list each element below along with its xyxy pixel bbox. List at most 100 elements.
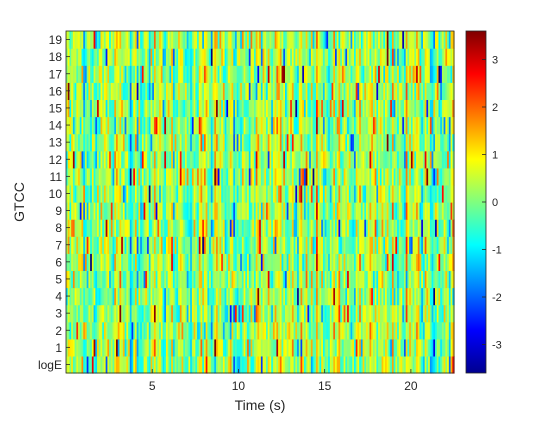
heatmap-cell	[322, 304, 326, 323]
heatmap-cell	[188, 355, 191, 374]
heatmap-cell	[236, 304, 240, 323]
heatmap-cell	[317, 236, 321, 254]
heatmap-cell	[331, 65, 334, 83]
heatmap-cell	[241, 116, 245, 135]
heatmap-cell	[402, 116, 405, 135]
heatmap-cell	[216, 321, 219, 340]
heatmap-cell	[110, 99, 114, 118]
heatmap-cell	[76, 31, 79, 49]
heatmap-cell	[159, 287, 162, 306]
heatmap-cell	[409, 355, 412, 374]
heatmap-cell	[183, 99, 186, 118]
heatmap-cell	[103, 133, 107, 152]
heatmap-cell	[407, 65, 410, 83]
heatmap-cell	[209, 236, 212, 254]
heatmap-cell	[403, 184, 407, 203]
heatmap-cell	[333, 48, 336, 66]
heatmap-cell	[86, 236, 90, 254]
heatmap-cell	[364, 167, 367, 186]
heatmap-cell	[219, 287, 222, 306]
heatmap-cell	[88, 321, 91, 340]
heatmap-cell	[433, 31, 436, 49]
heatmap-cell	[288, 321, 291, 340]
heatmap-cell	[84, 202, 88, 220]
heatmap-cell	[98, 287, 102, 306]
heatmap-cell	[93, 65, 96, 83]
heatmap-cell	[193, 82, 196, 100]
heatmap-cell	[393, 116, 396, 135]
heatmap-cell	[247, 167, 250, 186]
heatmap-cell	[203, 355, 207, 374]
heatmap-cell	[131, 355, 134, 374]
heatmap-cell	[267, 133, 271, 152]
heatmap-cell	[217, 48, 221, 66]
heatmap-cell	[441, 31, 445, 49]
heatmap-cell	[264, 202, 267, 220]
heatmap-cell	[291, 287, 295, 306]
heatmap-cell	[266, 48, 269, 66]
heatmap-cell	[103, 338, 107, 357]
heatmap-cell	[138, 184, 141, 203]
heatmap-cell	[174, 65, 177, 83]
heatmap-cell	[448, 355, 452, 374]
heatmap-cell	[190, 270, 193, 289]
heatmap-cell	[333, 116, 336, 135]
heatmap-cell	[224, 253, 227, 271]
heatmap-cell	[240, 48, 243, 66]
heatmap-cell	[229, 99, 233, 118]
heatmap-cell	[438, 116, 441, 135]
heatmap-cell	[190, 167, 193, 186]
heatmap-cell	[128, 338, 131, 357]
heatmap-cell	[71, 82, 74, 100]
heatmap-cell	[276, 116, 279, 135]
heatmap-cell	[386, 321, 390, 340]
heatmap-cell	[171, 253, 174, 271]
heatmap-cell	[238, 219, 241, 237]
heatmap-cell	[171, 202, 174, 220]
heatmap-cell	[305, 338, 309, 357]
heatmap-cell	[286, 31, 290, 49]
heatmap-cell	[372, 253, 376, 271]
heatmap-cell	[209, 219, 212, 237]
heatmap-cell	[288, 150, 291, 169]
heatmap-cell	[350, 270, 353, 289]
heatmap-cell	[383, 31, 386, 49]
heatmap-cell	[388, 65, 391, 83]
heatmap-cell	[193, 116, 196, 135]
heatmap-cell	[76, 270, 79, 289]
heatmap-cell	[240, 270, 243, 289]
heatmap-cell	[191, 65, 195, 83]
heatmap-cell	[322, 184, 326, 203]
heatmap-cell	[147, 116, 150, 135]
heatmap-cell	[202, 270, 205, 289]
heatmap-cell	[205, 133, 208, 152]
heatmap-cell	[222, 338, 226, 357]
heatmap-cell	[148, 270, 152, 289]
heatmap-cell	[114, 116, 117, 135]
heatmap-cell	[255, 133, 259, 152]
heatmap-cell	[78, 270, 81, 289]
heatmap-cell	[197, 82, 200, 100]
heatmap-cell	[100, 338, 103, 357]
heatmap-cell	[285, 287, 288, 306]
heatmap-cell	[266, 99, 269, 118]
heatmap-cell	[445, 99, 448, 118]
heatmap-cell	[348, 355, 352, 374]
heatmap-cell	[131, 116, 134, 135]
heatmap-cell	[93, 236, 96, 254]
heatmap-cell	[216, 219, 219, 237]
heatmap-cell	[212, 133, 215, 152]
heatmap-cell	[267, 236, 271, 254]
heatmap-cell	[435, 304, 438, 323]
heatmap-cell	[340, 150, 343, 169]
heatmap-cell	[190, 150, 193, 169]
heatmap-cell	[317, 304, 321, 323]
heatmap-cell	[262, 355, 265, 374]
heatmap-cell	[374, 202, 377, 220]
heatmap-cell	[88, 253, 91, 271]
heatmap-cell	[221, 287, 224, 306]
heatmap-cell	[222, 65, 226, 83]
heatmap-cell	[105, 184, 108, 203]
heatmap-cell	[360, 253, 364, 271]
